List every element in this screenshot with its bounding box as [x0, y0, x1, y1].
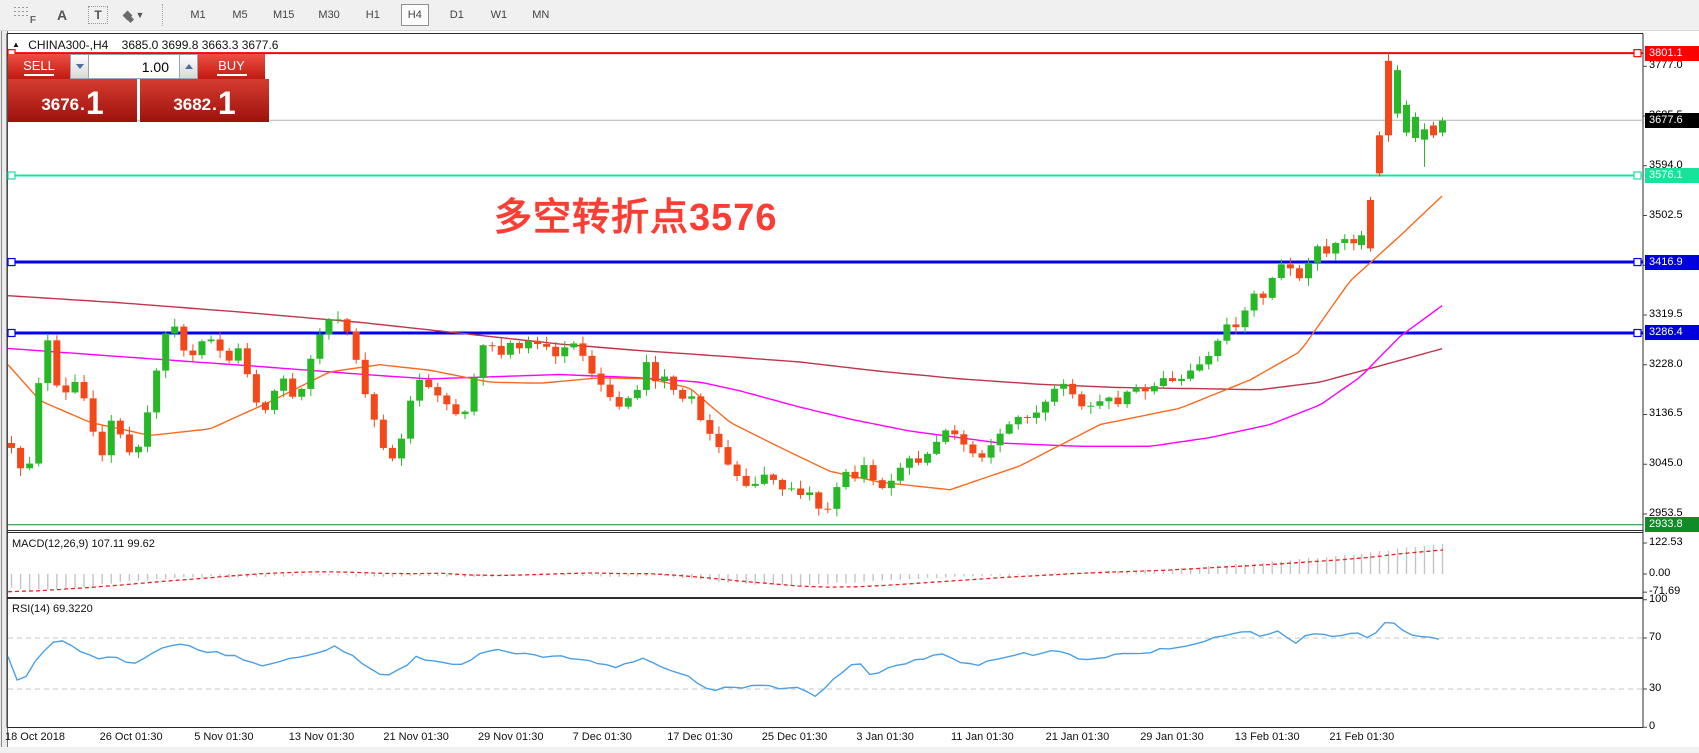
date-tick-label: 21 Jan 01:30 — [1045, 731, 1110, 743]
shapes-dropdown-icon[interactable]: ▼ — [135, 10, 145, 20]
sell-price-display[interactable]: 3676 . 1 — [8, 79, 137, 122]
volume-increase-button[interactable] — [179, 54, 198, 79]
date-tick-label: 5 Nov 01:30 — [194, 731, 254, 743]
date-tick-label: 29 Jan 01:30 — [1140, 731, 1204, 743]
status-strip — [0, 747, 1699, 753]
collapse-arrow-icon[interactable]: ▲ — [12, 40, 20, 49]
price-tick: 3319.5 — [1649, 308, 1683, 320]
macd-tick: 0.00 — [1649, 567, 1671, 579]
tf-button-h1[interactable]: H1 — [359, 4, 387, 26]
volume-control — [70, 54, 198, 79]
price-tick: 3502.5 — [1649, 208, 1683, 221]
tf-button-h4-active[interactable]: H4 — [400, 4, 429, 26]
date-tick-label: 7 Dec 01:30 — [572, 731, 632, 743]
date-tick-label: 21 Nov 01:30 — [383, 731, 449, 743]
one-click-trading-panel: SELL BUY 3676 . 1 3682 . 1 — [8, 54, 269, 122]
spinner-down-icon — [75, 64, 84, 69]
time-scale: 18 Oct 2018 26 Oct 01:30 5 Nov 01:30 13 Nov… — [0, 727, 1699, 747]
spinner-up-icon — [184, 64, 193, 69]
price-tick: 3045.0 — [1649, 457, 1683, 470]
symbol-name: CHINA300-,H4 — [28, 38, 109, 52]
chart-symbol-header: ▲ CHINA300-,H4 3685.0 3699.8 3663.3 3677… — [12, 38, 278, 52]
tf-button-m5[interactable]: M5 — [226, 4, 254, 26]
price-scale: 3777.03685.53594.03502.53411.03319.53228… — [1644, 31, 1699, 753]
level-price-badge: 3576.1 — [1645, 167, 1699, 183]
price-tick: 3777.0 — [1649, 59, 1683, 72]
price-tick: 3228.0 — [1649, 357, 1683, 370]
rsi-tick: 100 — [1649, 592, 1668, 605]
ohlc-values: 3685.0 3699.8 3663.3 3677.6 — [121, 38, 279, 52]
current-price-badge: 3677.6 — [1645, 112, 1699, 128]
date-tick-label: 11 Jan 01:30 — [951, 731, 1014, 743]
date-tick-label: 3 Jan 01:30 — [856, 731, 914, 743]
rsi-tick: 0 — [1649, 720, 1656, 733]
toolbar: F A T ▼ M1 M5 M15 M30 H1 H4 D1 W1 MN — [0, 0, 1699, 31]
object-tools-group: F A T ▼ — [0, 4, 158, 26]
text-box-tool-icon[interactable]: T — [88, 6, 108, 24]
date-tick-label: 17 Dec 01:30 — [667, 731, 733, 743]
timeframe-group: M1 M5 M15 M30 H1 H4 D1 W1 MN — [172, 4, 567, 26]
level-price-badge: 2933.8 — [1645, 517, 1699, 533]
level-price-badge: 3286.4 — [1645, 325, 1699, 341]
tf-button-mn[interactable]: MN — [527, 4, 555, 26]
date-tick-label: 29 Nov 01:30 — [478, 731, 544, 743]
tf-button-w1[interactable]: W1 — [485, 4, 513, 26]
date-tick-label: 18 Oct 2018 — [5, 731, 65, 743]
sell-button[interactable]: SELL — [8, 54, 70, 79]
tf-button-d1[interactable]: D1 — [443, 4, 471, 26]
volume-decrease-button[interactable] — [70, 54, 89, 79]
buy-price-display[interactable]: 3682 . 1 — [140, 79, 269, 122]
macd-tick: 122.53 — [1649, 535, 1683, 548]
tf-button-m1[interactable]: M1 — [184, 4, 212, 26]
rsi-tick: 30 — [1649, 682, 1662, 694]
level-price-badge: 3416.9 — [1645, 254, 1699, 270]
price-tick: 2953.5 — [1649, 506, 1683, 519]
date-tick-label: 13 Feb 01:30 — [1234, 731, 1300, 743]
buy-button[interactable]: BUY — [198, 54, 265, 79]
shapes-tool-icon[interactable]: ▼ — [122, 4, 146, 26]
price-tick: 3594.0 — [1649, 158, 1683, 171]
date-tick-label: 26 Oct 01:30 — [99, 731, 163, 743]
date-tick-label: 21 Feb 01:30 — [1329, 731, 1395, 743]
tf-button-m30[interactable]: M30 — [313, 4, 344, 26]
date-tick-label: 25 Dec 01:30 — [761, 731, 828, 743]
macd-tick: -71.69 — [1649, 585, 1681, 598]
volume-input[interactable] — [89, 54, 179, 79]
chart-text-annotation[interactable]: 多空转折点3576 — [494, 197, 778, 239]
rsi-tick: 70 — [1649, 631, 1662, 643]
level-price-badge: 3801.1 — [1645, 45, 1699, 61]
rsi-indicator-label: RSI(14) 69.3220 — [12, 603, 93, 615]
indicators-list-glyph: F — [29, 15, 36, 26]
date-tick-label: 13 Nov 01:30 — [288, 731, 355, 743]
text-label-tool-icon[interactable]: A — [56, 7, 68, 23]
macd-indicator-label: MACD(12,26,9) 107.11 99.62 — [12, 538, 155, 550]
indicators-list-icon[interactable]: F — [12, 4, 36, 26]
tf-button-m15[interactable]: M15 — [268, 4, 299, 26]
price-tick: 3136.5 — [1649, 407, 1683, 420]
toolbar-separator — [162, 4, 168, 26]
